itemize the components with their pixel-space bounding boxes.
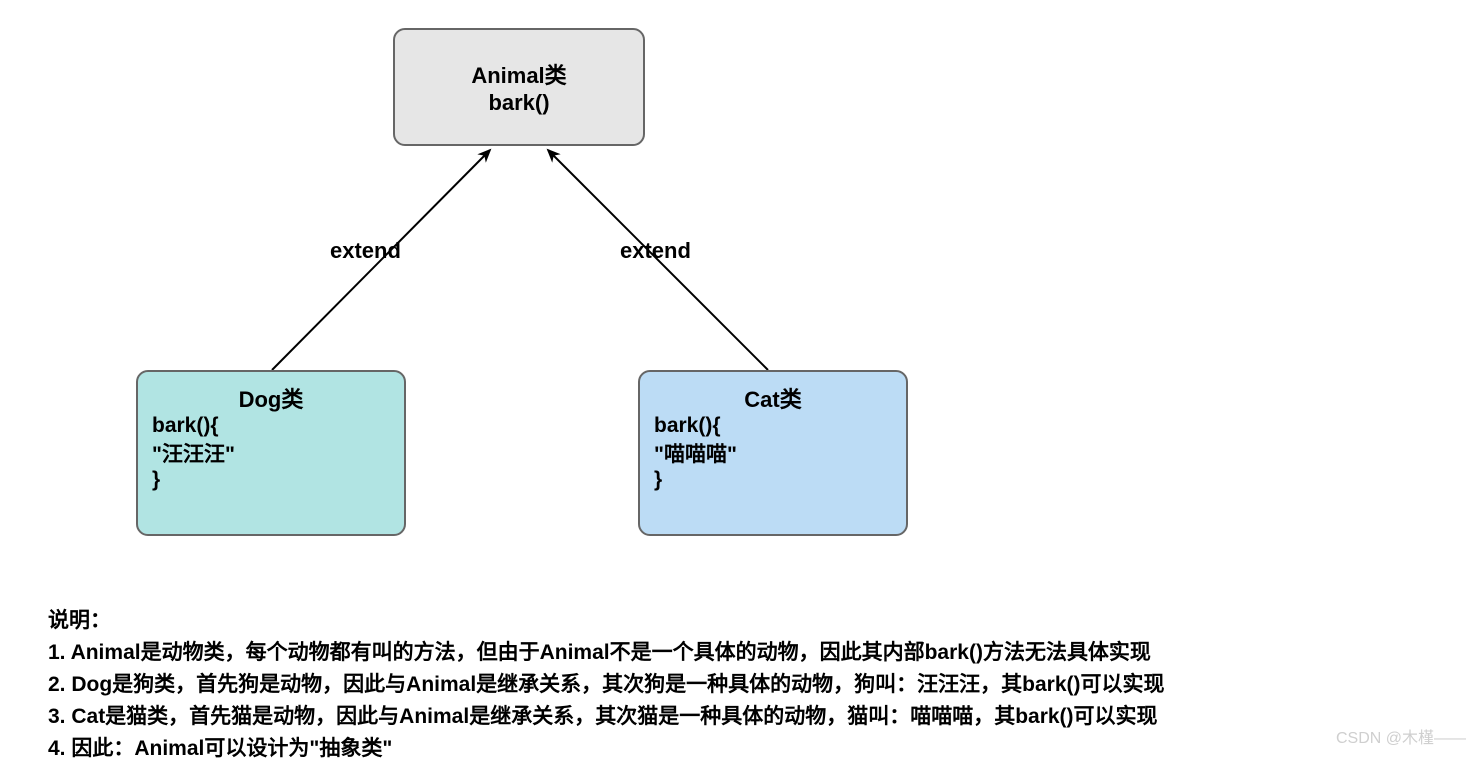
description-item-2: 2. Dog是狗类，首先狗是动物，因此与Animal是继承关系，其次狗是一种具体… (48, 670, 1165, 700)
edge-label-cat: extend (620, 238, 691, 264)
node-animal: Animal类 bark() (393, 28, 645, 146)
description-item-3: 3. Cat是猫类，首先猫是动物，因此与Animal是继承关系，其次猫是一种具体… (48, 702, 1165, 732)
description-block: 说明： 1. Animal是动物类，每个动物都有叫的方法，但由于Animal不是… (48, 606, 1165, 766)
node-cat-code-0: bark(){ (654, 414, 892, 438)
node-cat-code-1: "喵喵喵" (654, 438, 892, 468)
node-cat-code-2: } (654, 468, 892, 492)
description-item-1: 1. Animal是动物类，每个动物都有叫的方法，但由于Animal不是一个具体… (48, 638, 1165, 668)
node-dog-code-1: "汪汪汪" (152, 438, 390, 468)
node-cat-title: Cat类 (654, 382, 892, 414)
node-dog: Dog类 bark(){ "汪汪汪" } (136, 370, 406, 536)
description-header: 说明： (48, 606, 1165, 636)
node-dog-code-0: bark(){ (152, 414, 390, 438)
node-dog-title: Dog类 (152, 382, 390, 414)
node-animal-title: Animal类 (471, 58, 566, 90)
node-animal-method: bark() (488, 90, 549, 116)
watermark: CSDN @木槿—— (1336, 724, 1466, 748)
description-item-4: 4. 因此：Animal可以设计为"抽象类" (48, 734, 1165, 764)
node-dog-code-2: } (152, 468, 390, 492)
node-cat: Cat类 bark(){ "喵喵喵" } (638, 370, 908, 536)
edge-label-dog: extend (330, 238, 401, 264)
